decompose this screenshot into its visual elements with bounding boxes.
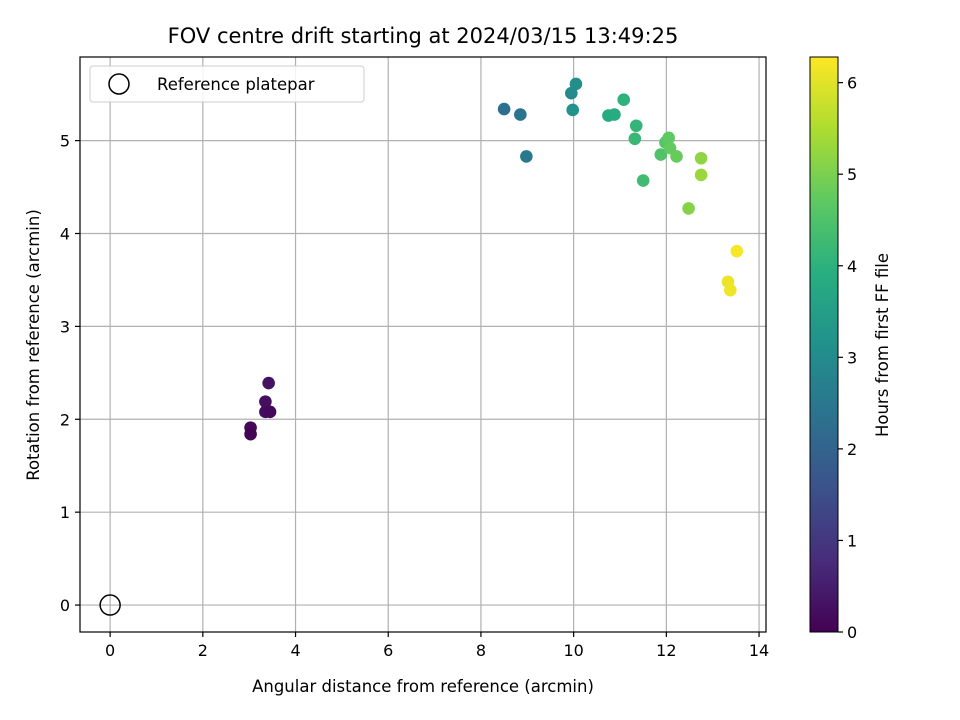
x-axis-label: Angular distance from reference (arcmin) [252,677,594,696]
data-point [262,376,275,390]
y-tick-label: 2 [60,410,70,429]
data-point [608,108,621,121]
data-point [654,148,668,161]
y-axis-ticks: 0 1 2 3 4 5 [60,132,80,615]
y-tick-label: 3 [60,317,70,336]
x-axis-ticks: 0 2 4 6 8 10 12 14 [105,632,769,660]
colorbar-gradient [809,56,839,633]
x-tick-label: 4 [290,641,300,660]
x-tick-label: 6 [383,641,393,660]
x-tick-label: 14 [749,641,769,660]
colorbar-tick-label: 2 [847,440,857,459]
data-point [628,132,642,146]
data-point [682,202,695,215]
x-tick-label: 12 [656,641,676,660]
colorbar-tick-label: 1 [847,531,857,550]
data-point [244,427,257,441]
legend: Reference platepar [89,65,365,103]
x-tick-label: 8 [476,641,486,660]
data-point [259,395,272,408]
data-point [520,150,533,163]
data-point [694,168,708,182]
data-point [662,131,675,145]
y-tick-label: 5 [60,132,70,151]
data-point [263,405,277,419]
colorbar: 0 1 2 3 4 5 6 Hours from first FF file [809,56,892,642]
colorbar-label: Hours from first FF file [873,253,892,437]
data-point [565,86,578,100]
chart-title: FOV centre drift starting at 2024/03/15 … [168,24,679,48]
colorbar-tick-label: 6 [847,74,857,93]
data-point [569,77,583,91]
legend-entry-reference: Reference platepar [157,75,315,94]
data-point [566,103,580,117]
data-point [730,244,744,258]
plot-frame [79,56,767,633]
data-point [636,174,650,187]
colorbar-ticks: 0 1 2 3 4 5 6 [838,74,857,642]
data-point [724,283,737,297]
data-point [670,150,683,163]
y-tick-label: 1 [60,503,70,522]
data-point [514,108,527,121]
x-tick-label: 10 [563,641,583,660]
legend-box [89,65,365,103]
y-tick-label: 0 [60,596,70,615]
data-point [629,119,643,133]
data-points [99,77,744,616]
y-axis-label: Rotation from reference (arcmin) [24,209,43,481]
y-tick-label: 4 [60,224,70,243]
data-point [694,151,708,165]
colorbar-tick-label: 3 [847,348,857,367]
data-point [617,93,631,107]
reference-platepar-marker [99,594,121,616]
data-point [497,102,511,116]
colorbar-tick-label: 4 [847,257,857,276]
colorbar-tick-label: 0 [847,623,857,642]
colorbar-tick-label: 5 [847,165,857,184]
legend-marker-reference [108,73,130,95]
gridlines [80,57,766,632]
x-tick-label: 0 [105,641,115,660]
x-tick-label: 2 [198,641,208,660]
